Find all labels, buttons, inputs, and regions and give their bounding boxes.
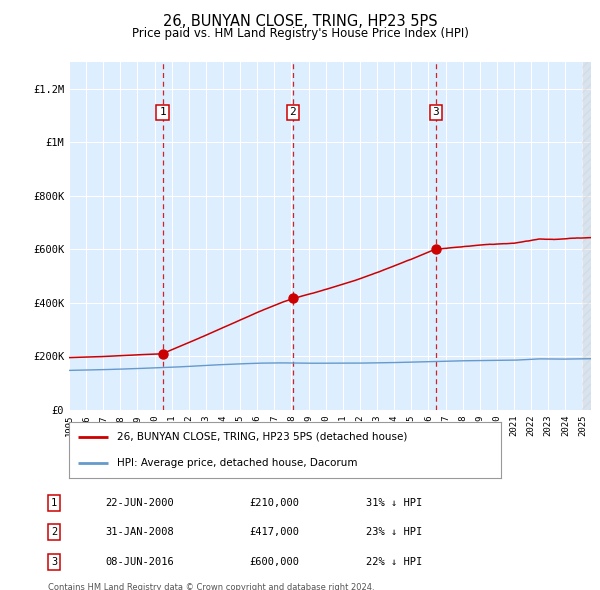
- Text: 22% ↓ HPI: 22% ↓ HPI: [366, 557, 422, 566]
- Text: 2: 2: [51, 527, 57, 537]
- Text: 3: 3: [433, 107, 439, 117]
- Text: 23% ↓ HPI: 23% ↓ HPI: [366, 527, 422, 537]
- Text: £210,000: £210,000: [249, 498, 299, 507]
- Text: £600,000: £600,000: [249, 557, 299, 566]
- Text: HPI: Average price, detached house, Dacorum: HPI: Average price, detached house, Daco…: [116, 458, 357, 468]
- Text: Price paid vs. HM Land Registry's House Price Index (HPI): Price paid vs. HM Land Registry's House …: [131, 27, 469, 40]
- Text: Contains HM Land Registry data © Crown copyright and database right 2024.: Contains HM Land Registry data © Crown c…: [48, 582, 374, 590]
- Text: £417,000: £417,000: [249, 527, 299, 537]
- Bar: [583, 62, 591, 410]
- Text: 1: 1: [159, 107, 166, 117]
- Text: 31% ↓ HPI: 31% ↓ HPI: [366, 498, 422, 507]
- Text: 2: 2: [289, 107, 296, 117]
- Text: 26, BUNYAN CLOSE, TRING, HP23 5PS (detached house): 26, BUNYAN CLOSE, TRING, HP23 5PS (detac…: [116, 432, 407, 442]
- Text: 22-JUN-2000: 22-JUN-2000: [105, 498, 174, 507]
- Text: 26, BUNYAN CLOSE, TRING, HP23 5PS: 26, BUNYAN CLOSE, TRING, HP23 5PS: [163, 14, 437, 30]
- Text: 31-JAN-2008: 31-JAN-2008: [105, 527, 174, 537]
- Text: 3: 3: [51, 557, 57, 566]
- Text: 08-JUN-2016: 08-JUN-2016: [105, 557, 174, 566]
- Text: 1: 1: [51, 498, 57, 507]
